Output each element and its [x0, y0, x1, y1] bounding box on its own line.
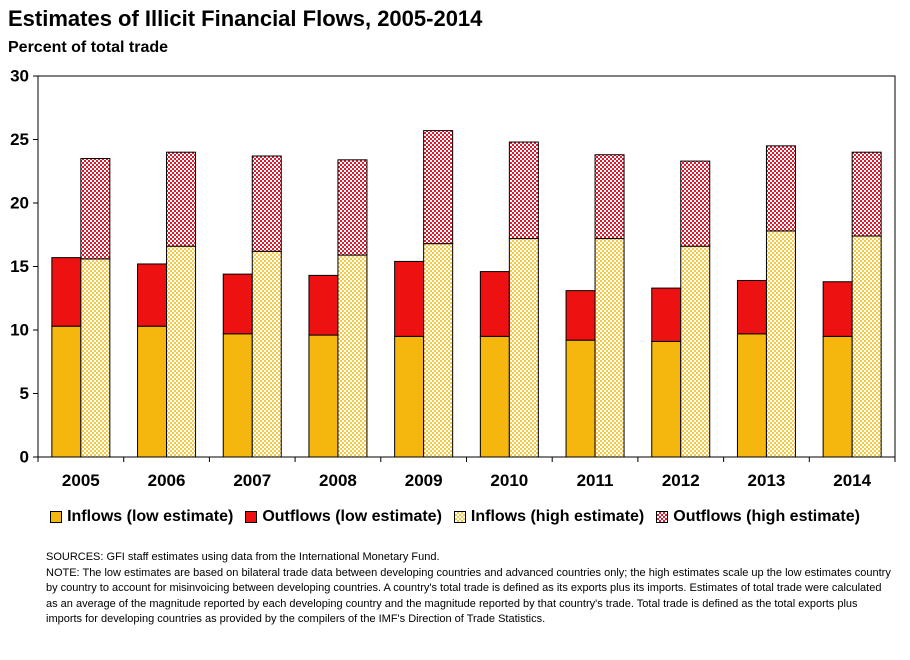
bar-high-inflows-2006 — [166, 245, 197, 458]
y-tick-label: 0 — [20, 448, 29, 467]
bar-high-inflows-2009 — [423, 243, 454, 458]
legend-item-outflows-low: Outflows (low estimate) — [245, 508, 442, 526]
legend-label-outflows-high: Outflows (high estimate) — [673, 508, 860, 525]
bar-high-inflows-2010 — [508, 238, 539, 458]
bar-low-outflows-2010 — [479, 271, 510, 337]
chart-title: Estimates of Illicit Financial Flows, 20… — [8, 6, 483, 31]
x-tick-label: 2008 — [319, 471, 357, 490]
plot-frame — [37, 75, 896, 458]
bar-high-outflows-2009 — [423, 130, 454, 245]
bar-low-outflows-2011 — [565, 290, 596, 341]
legend-item-inflows-low: Inflows (low estimate) — [50, 508, 233, 526]
bar-low-inflows-2006 — [137, 325, 168, 458]
bar-low-inflows-2014 — [822, 335, 853, 458]
bar-high-inflows-2005 — [80, 258, 111, 458]
bar-high-outflows-2014 — [851, 151, 882, 237]
bar-low-outflows-2014 — [822, 281, 853, 337]
bar-low-inflows-2012 — [651, 340, 682, 458]
bar-high-outflows-2007 — [251, 155, 282, 252]
x-tick-label: 2005 — [62, 471, 100, 490]
bar-high-inflows-2007 — [251, 250, 282, 458]
bar-low-outflows-2012 — [651, 287, 682, 342]
legend-swatch-inflows-high — [453, 511, 466, 523]
x-tick-label: 2011 — [577, 471, 614, 490]
legend-label-inflows-high: Inflows (high estimate) — [470, 508, 645, 525]
legend-label-outflows-low: Outflows (low estimate) — [262, 508, 442, 525]
x-tick-label: 2010 — [490, 471, 528, 490]
bar-low-inflows-2007 — [222, 333, 253, 458]
bar-low-inflows-2013 — [736, 333, 767, 458]
bar-high-inflows-2013 — [765, 230, 796, 458]
legend: Inflows (low estimate) Outflows (low est… — [0, 508, 910, 526]
bar-low-inflows-2010 — [479, 335, 510, 458]
bar-low-outflows-2007 — [222, 273, 253, 335]
bar-low-inflows-2009 — [394, 335, 425, 458]
y-tick-label: 5 — [20, 384, 29, 403]
legend-item-outflows-high: Outflows (high estimate) — [656, 508, 860, 526]
legend-label-inflows-low: Inflows (low estimate) — [67, 508, 234, 525]
y-tick-label: 10 — [10, 321, 29, 340]
bar-low-inflows-2011 — [565, 339, 596, 458]
y-tick-label: 30 — [10, 67, 29, 86]
x-tick-label: 2012 — [662, 471, 700, 490]
y-tick-label: 20 — [10, 194, 29, 213]
bar-high-outflows-2011 — [594, 154, 625, 240]
bar-high-outflows-2013 — [765, 145, 796, 232]
bar-low-outflows-2006 — [137, 263, 168, 327]
chart-subtitle: Percent of total trade — [8, 39, 169, 56]
bar-low-outflows-2013 — [736, 279, 767, 335]
bar-high-outflows-2005 — [80, 158, 111, 260]
bar-high-outflows-2008 — [337, 159, 368, 256]
x-tick-label: 2014 — [833, 471, 871, 490]
bar-high-inflows-2012 — [680, 245, 711, 458]
bar-low-inflows-2005 — [51, 325, 82, 458]
bar-low-outflows-2005 — [51, 257, 82, 327]
bar-low-outflows-2008 — [308, 274, 339, 336]
bar-low-outflows-2009 — [394, 260, 425, 337]
bar-high-outflows-2012 — [680, 160, 711, 247]
x-tick-label: 2006 — [148, 471, 186, 490]
note-text: NOTE: The low estimates are based on bil… — [46, 566, 891, 626]
legend-swatch-inflows-low — [50, 511, 63, 523]
legend-item-inflows-high: Inflows (high estimate) — [453, 508, 645, 526]
x-tick-label: 2009 — [405, 471, 443, 490]
bar-high-inflows-2011 — [594, 238, 625, 458]
legend-swatch-outflows-high — [656, 511, 669, 523]
y-tick-label: 25 — [10, 130, 29, 149]
notes: SOURCES: GFI staff estimates using data … — [46, 550, 892, 628]
legend-swatch-outflows-low — [245, 511, 258, 523]
chart: 0 5 10 15 20 25 30 2005 2006 2007 2008 2009 2010 201… — [10, 67, 896, 490]
bar-high-outflows-2006 — [166, 151, 197, 247]
x-tick-label: 2007 — [233, 471, 271, 490]
sources-text: SOURCES: GFI staff estimates using data … — [46, 551, 440, 563]
y-tick-label: 15 — [10, 257, 29, 276]
bar-high-inflows-2014 — [851, 235, 882, 458]
bar-high-inflows-2008 — [337, 254, 368, 458]
bar-high-outflows-2010 — [508, 141, 539, 240]
x-tick-label: 2013 — [748, 471, 786, 490]
bar-low-inflows-2008 — [308, 334, 339, 458]
